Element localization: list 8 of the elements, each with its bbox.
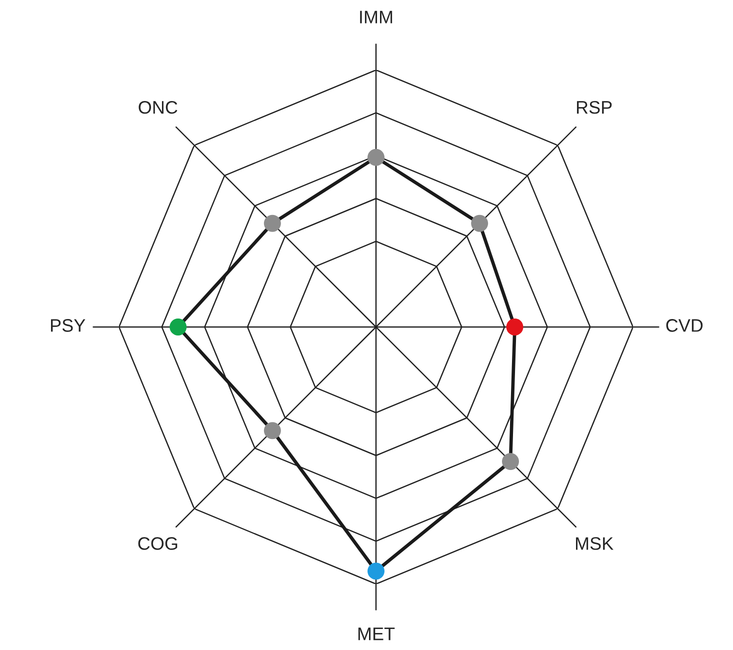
spoke-label: RSP	[576, 100, 612, 114]
spoke-label: MET	[358, 628, 395, 640]
spoke-label: IMM	[360, 10, 392, 24]
spoke-label: CVD	[666, 319, 703, 332]
spoke-label: MSK	[576, 537, 614, 550]
spoke-label: PSY	[51, 319, 86, 332]
spoke-label: COG	[138, 537, 178, 550]
spoke-label: ONC	[138, 100, 178, 114]
